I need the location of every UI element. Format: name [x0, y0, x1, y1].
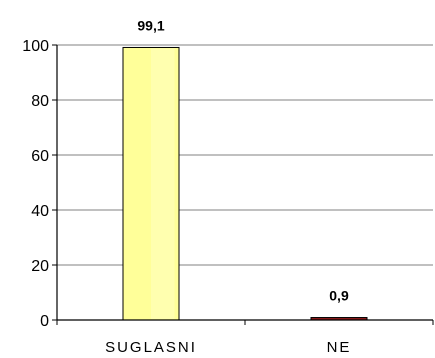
data-label: 0,9	[329, 288, 349, 304]
y-tick-label: 0	[40, 313, 49, 330]
axes	[52, 44, 434, 325]
bar-suglasni	[122, 46, 180, 321]
x-category-label: NE	[327, 339, 352, 356]
y-tick-label: 60	[31, 148, 49, 165]
bar-highlight	[151, 48, 175, 319]
y-tick-label: 80	[31, 93, 49, 110]
y-tick-label: 40	[31, 203, 49, 220]
x-category-label: SUGLASNI	[105, 339, 197, 356]
data-label: 99,1	[137, 17, 164, 33]
bars	[122, 46, 368, 321]
gridlines	[57, 44, 433, 266]
y-tick-label: 100	[22, 38, 49, 55]
y-tick-label: 20	[31, 258, 49, 275]
labels: 0 20 40 60 80 100 99,1 SUGLASNI 0,9 NE	[22, 17, 352, 356]
